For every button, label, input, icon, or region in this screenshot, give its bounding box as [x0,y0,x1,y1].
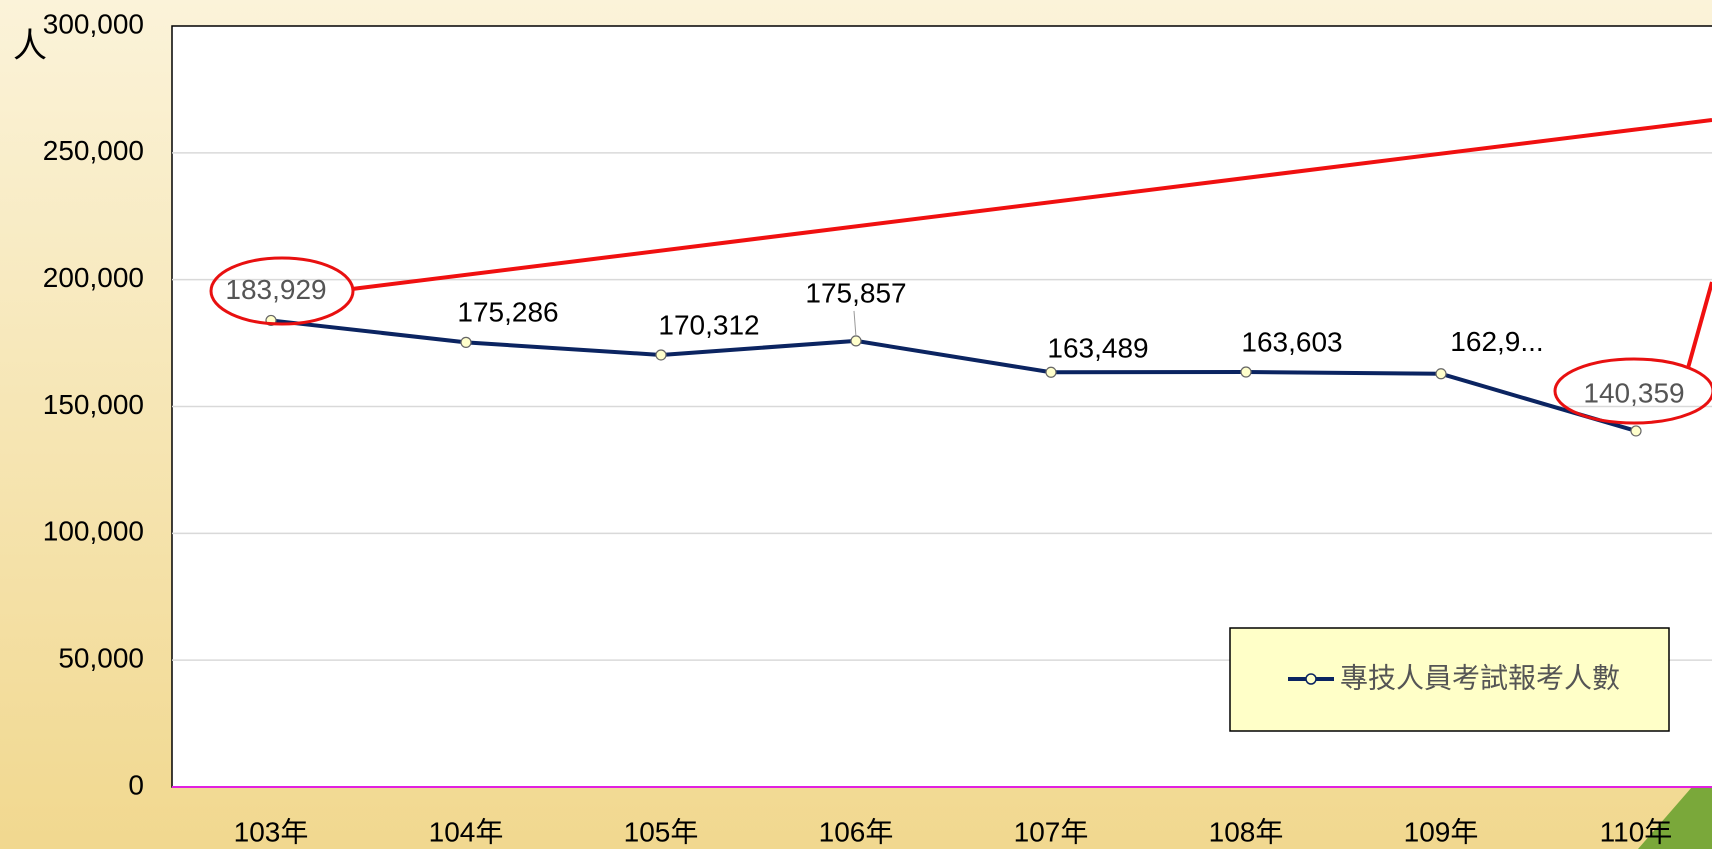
y-tick-label: 100,000 [43,516,144,547]
data-label: 163,603 [1241,326,1342,357]
legend: 專技人員考試報考人數 [1229,627,1670,732]
y-tick-label: 50,000 [58,643,144,674]
data-label: 175,857 [805,277,906,308]
x-tick-label: 110年 [1600,816,1673,847]
data-point [460,336,472,348]
data-point [1045,366,1057,378]
data-label: 183,929 [225,274,326,305]
y-tick-label: 0 [128,769,144,800]
y-axis-label: 人 [13,27,47,65]
x-tick-label: 104年 [429,816,504,847]
data-point [850,335,862,347]
y-tick-label: 200,000 [43,262,144,293]
data-label: 170,312 [658,309,759,340]
y-tick-label: 150,000 [43,389,144,420]
highlight-ellipse [209,256,355,326]
data-point [655,349,667,361]
data-point [1240,366,1252,378]
x-tick-label: 108年 [1209,816,1284,847]
y-tick-label: 300,000 [43,8,144,39]
legend-label: 專技人員考試報考人數 [1340,662,1620,693]
legend-marker [1305,673,1317,685]
data-label: 140,359 [1583,377,1684,408]
data-label: 175,286 [457,297,558,328]
data-label: 162,9... [1450,326,1543,357]
x-tick-label: 105年 [624,816,699,847]
highlight-connector [351,118,1712,291]
x-tick-label: 106年 [819,816,894,847]
highlight-connector [1686,281,1712,369]
y-tick-label: 250,000 [43,135,144,166]
data-point [1435,368,1447,380]
data-point [1630,425,1642,437]
x-tick-label: 103年 [234,816,309,847]
highlight-ellipse [1553,357,1712,425]
marks: 183,929 175,286 170,312 175,857 163,489 163,6… [225,274,1685,437]
x-tick-label: 109年 [1404,816,1479,847]
data-label: 163,489 [1047,333,1148,364]
x-tick-label: 107年 [1014,816,1089,847]
line-series [270,318,1637,433]
leader-line [853,310,857,337]
annotations [209,118,1712,425]
